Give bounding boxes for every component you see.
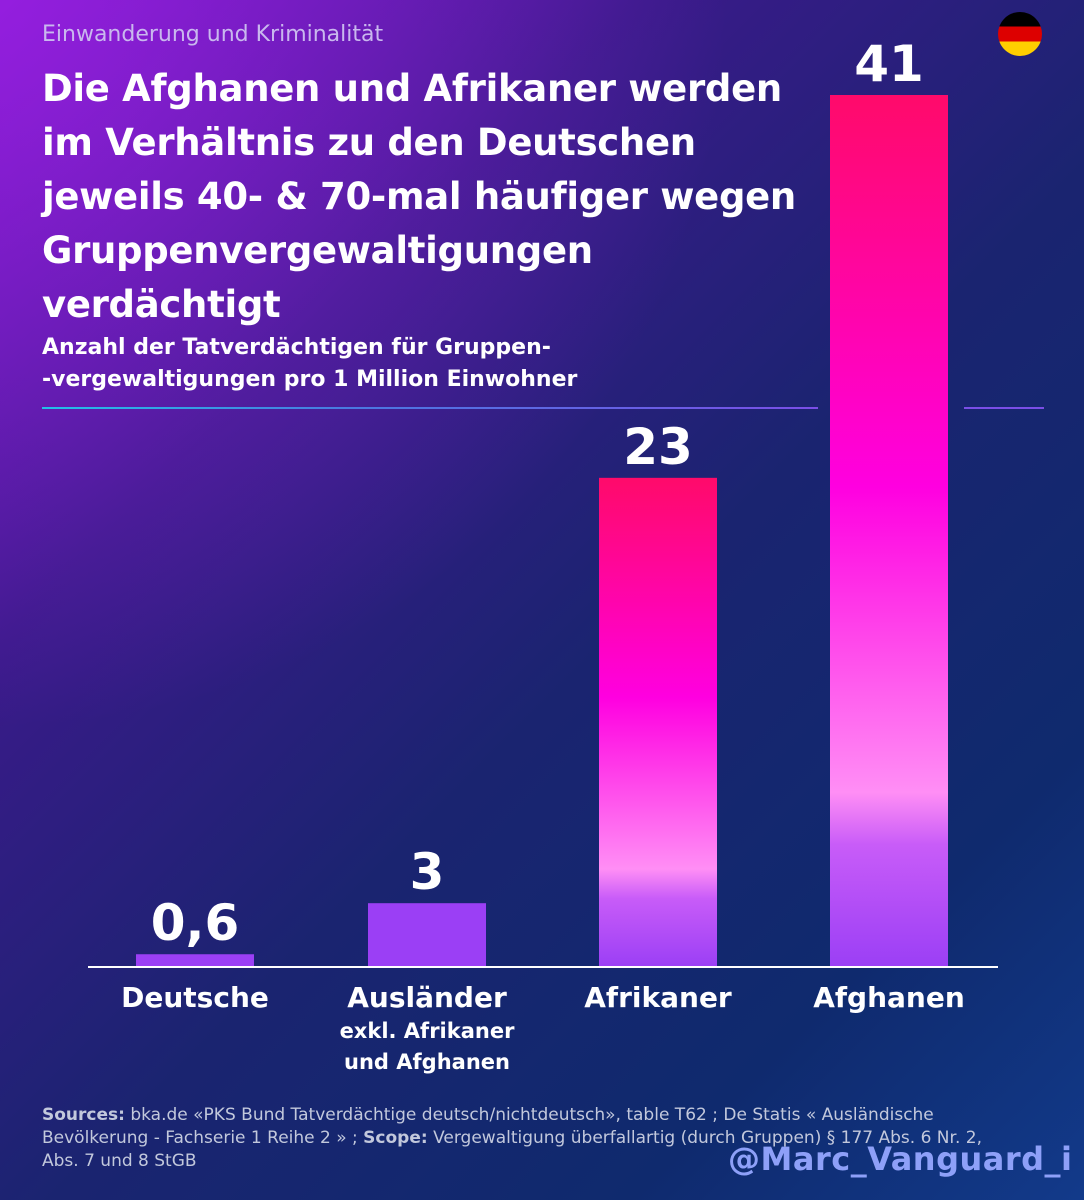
- bar-afghanen: [830, 95, 948, 967]
- kicker: Einwanderung und Kriminalität: [42, 22, 384, 47]
- value-label-ausländer: 3: [410, 843, 445, 901]
- value-label-afrikaner: 23: [623, 418, 693, 476]
- chart-title: Die Afghanen und Afrikaner werden im Ver…: [42, 67, 796, 326]
- scope-text: Vergewaltigung überfallartig (durch Grup…: [42, 1128, 982, 1171]
- sources-note: Sources: bka.de «PKS Bund Tatverdächtige…: [42, 1104, 1022, 1173]
- subtitle-line-2: -vergewaltigungen pro 1 Million Einwohne…: [42, 367, 578, 392]
- scope-label: Scope:: [363, 1128, 428, 1148]
- bar-deutsche: [136, 954, 254, 967]
- category-label-ausländer: Ausländer: [347, 981, 507, 1014]
- subtitle-line-1: Anzahl der Tatverdächtigen für Gruppen-: [42, 335, 551, 360]
- category-label-afrikaner: Afrikaner: [584, 981, 732, 1014]
- category-sublabel-line-1: exkl. Afrikaner: [340, 1019, 516, 1043]
- author-handle: @Marc_Vanguard_i: [728, 1140, 1073, 1178]
- category-sublabel-line-2: und Afghanen: [344, 1050, 510, 1074]
- bar-ausländer: [368, 903, 486, 967]
- sources-label: Sources:: [42, 1105, 125, 1125]
- category-label-deutsche: Deutsche: [121, 981, 269, 1014]
- divider-line-right: [964, 407, 1044, 409]
- germany-flag-icon: [998, 12, 1042, 56]
- value-label-deutsche: 0,6: [151, 894, 240, 952]
- value-label-afghanen: 41: [854, 35, 924, 93]
- bar-afrikaner: [599, 477, 717, 967]
- chart-subtitle: Anzahl der Tatverdächtigen für Gruppen- …: [42, 332, 682, 396]
- category-label-afghanen: Afghanen: [813, 981, 965, 1014]
- sources-text: bka.de «PKS Bund Tatverdächtige deutsch/…: [42, 1105, 934, 1148]
- divider-line: [42, 407, 818, 409]
